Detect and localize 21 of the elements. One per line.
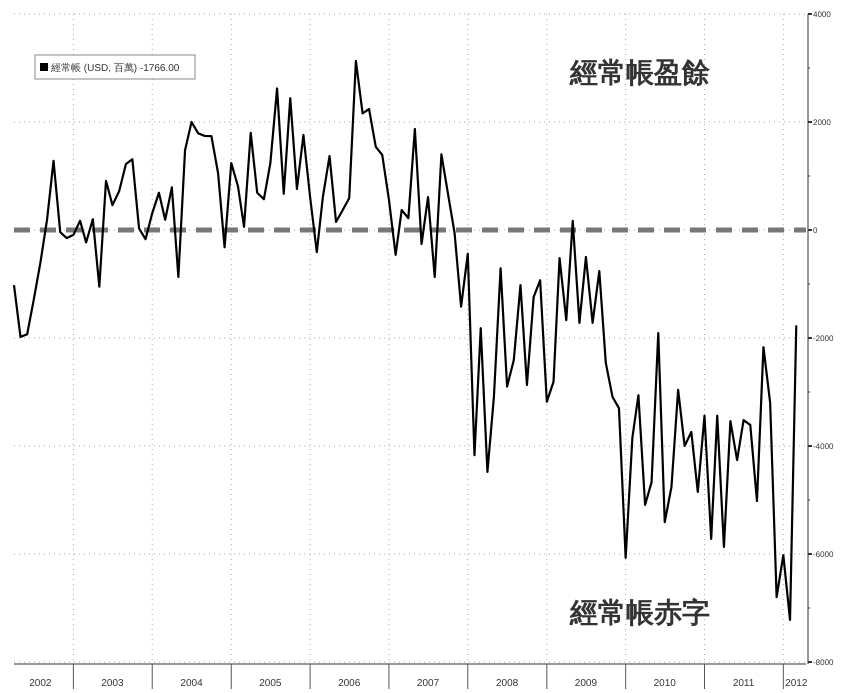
x-tick-label: 2004 bbox=[180, 678, 204, 689]
x-tick-label: 2012 bbox=[785, 678, 808, 689]
y-tick-label: -4000 bbox=[813, 442, 834, 451]
x-tick-label: 2009 bbox=[574, 678, 598, 689]
y-tick-label: -8000 bbox=[813, 658, 834, 667]
y-tick-label: 0 bbox=[813, 226, 818, 235]
x-tick-label: 2003 bbox=[101, 678, 124, 689]
x-tick-label: 2007 bbox=[416, 678, 440, 689]
x-tick-label: 2011 bbox=[732, 678, 755, 689]
x-tick-label: 2010 bbox=[654, 678, 676, 689]
y-tick-label: -6000 bbox=[813, 550, 834, 559]
x-tick-label: 2002 bbox=[29, 678, 52, 689]
x-tick-label: 2006 bbox=[338, 678, 361, 689]
annotation: 經常帳盈餘 bbox=[569, 57, 711, 88]
y-tick-label: 4000 bbox=[813, 10, 832, 19]
y-tick-label: -2000 bbox=[813, 334, 834, 343]
y-tick-label: 2000 bbox=[813, 118, 832, 127]
annotation: 經常帳赤字 bbox=[569, 597, 710, 628]
x-tick-label: 2005 bbox=[259, 678, 282, 689]
legend-label: 經常帳 (USD, 百萬) -1766.00 bbox=[50, 62, 180, 74]
x-tick-label: 2008 bbox=[496, 678, 519, 689]
